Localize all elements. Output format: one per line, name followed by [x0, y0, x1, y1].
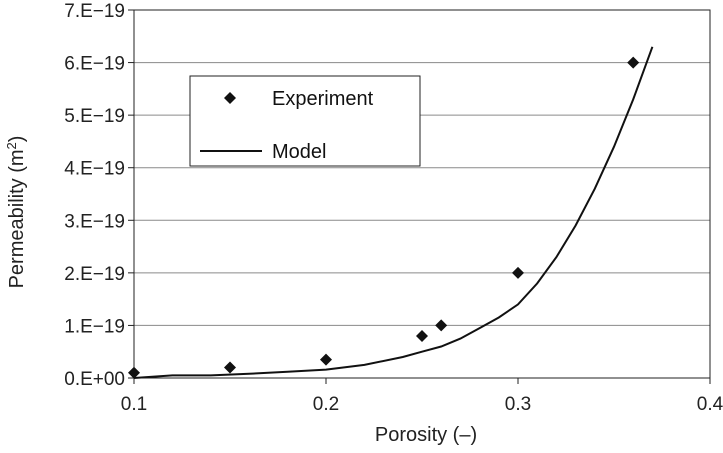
experiment-point — [512, 266, 524, 279]
experiment-point — [627, 56, 640, 69]
x-axis-title: Porosity (–) — [375, 424, 477, 446]
experiment-point — [416, 329, 428, 342]
y-axis-title-superscript: 2 — [4, 142, 19, 149]
y-tick-label: 1.E−19 — [64, 316, 125, 337]
legend: Experiment Model — [189, 75, 421, 167]
x-axis-ticks: 0.1 0.2 0.3 0.4 — [121, 378, 723, 415]
x-tick-label: 0.1 — [121, 394, 147, 415]
legend-model-label: Model — [272, 141, 326, 163]
y-axis-title-main: Permeability (m — [6, 149, 28, 288]
legend-experiment-marker — [224, 92, 236, 104]
y-tick-label: 3.E−19 — [64, 211, 125, 232]
experiment-point — [435, 319, 448, 332]
y-tick-label: 6.E−19 — [64, 54, 125, 75]
y-axis-ticks: 0.E+00 1.E−19 2.E−19 3.E−19 4.E−19 5.E−19 6.E−… — [64, 1, 134, 390]
experiment-series-points — [128, 56, 640, 379]
x-tick-label: 0.4 — [697, 394, 723, 415]
experiment-point — [128, 366, 140, 379]
plot-area-frame — [133, 9, 711, 379]
y-tick-label: 7.E−19 — [64, 1, 125, 22]
x-tick-label: 0.2 — [313, 394, 339, 415]
y-tick-label: 0.E+00 — [64, 369, 125, 390]
y-tick-label: 5.E−19 — [64, 106, 125, 127]
experiment-point — [320, 353, 332, 366]
y-axis-title-close: ) — [6, 136, 28, 143]
legend-experiment-label: Experiment — [272, 88, 374, 110]
experiment-point — [224, 361, 236, 374]
x-tick-label: 0.3 — [505, 394, 531, 415]
y-axis-title: Permeability (m2) — [4, 136, 29, 289]
model-series-line — [133, 46, 654, 379]
y-tick-label: 2.E−19 — [64, 264, 125, 285]
y-tick-label: 4.E−19 — [64, 159, 125, 180]
